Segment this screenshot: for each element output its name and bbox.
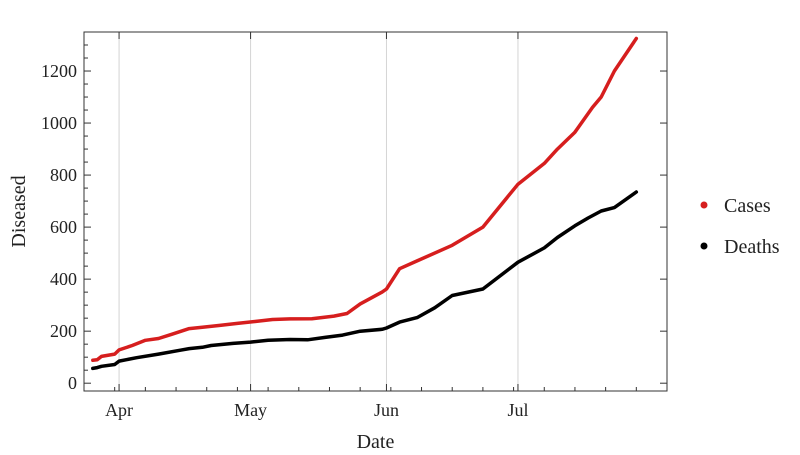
y-tick-label: 200 <box>50 321 77 341</box>
plot-frame <box>83 31 668 392</box>
y-tick-label: 600 <box>50 217 77 237</box>
series-line-deaths <box>91 190 639 371</box>
y-tick-label: 800 <box>50 165 77 185</box>
x-tick-label: Jul <box>507 400 528 420</box>
y-tick-label: 1200 <box>41 61 77 81</box>
y-tick-label: 1000 <box>41 113 77 133</box>
x-tick-label: Apr <box>105 400 133 420</box>
series-lines <box>91 36 639 371</box>
series-line-cases <box>91 36 639 363</box>
legend-marker-deaths <box>700 242 708 250</box>
axis-ticks: Apr May Jun Jul 0 200 400 600 800 1000 1200 <box>41 32 668 420</box>
legend: Cases Deaths <box>700 195 780 258</box>
x-axis-title: Date <box>357 431 395 453</box>
x-tick-label: Jun <box>374 400 399 420</box>
grid-lines <box>118 32 519 391</box>
y-axis-title: Diseased <box>8 175 30 247</box>
y-tick-label: 0 <box>68 373 77 393</box>
y-tick-label: 400 <box>50 269 77 289</box>
legend-marker-cases <box>700 201 708 209</box>
legend-label-cases: Cases <box>724 195 771 217</box>
x-tick-label: May <box>234 400 267 420</box>
legend-label-deaths: Deaths <box>724 236 780 258</box>
